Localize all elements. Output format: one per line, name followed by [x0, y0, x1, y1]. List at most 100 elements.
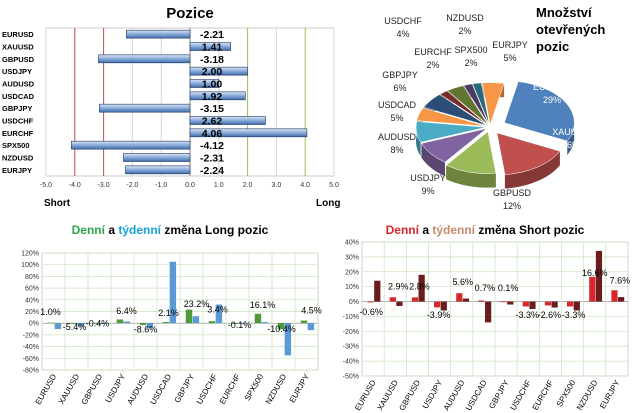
- bar: [389, 297, 396, 302]
- category-label: USDJPY: [104, 372, 128, 404]
- y-tick-label: 80%: [25, 274, 39, 281]
- pie-percent: 5%: [503, 53, 516, 63]
- pie-slice: [472, 82, 490, 125]
- category-label: GBPJPY: [487, 378, 511, 410]
- category-label: USDCHF: [195, 372, 220, 405]
- pie-slice: [481, 82, 505, 126]
- bar: [277, 323, 285, 330]
- long-change-chart: 120%100%80%60%40%20%0%-20%-40%-60%-80%EU…: [21, 251, 322, 407]
- pie-title-line-3: pozic: [536, 39, 569, 54]
- bar: [123, 321, 131, 324]
- bar: [208, 321, 216, 324]
- y-tick-label: 0%: [349, 299, 359, 306]
- category-label: USDCAD: [149, 372, 174, 406]
- pie-percent: 2%: [464, 58, 477, 68]
- bar: [478, 300, 485, 302]
- category-label: GBPUSD: [397, 378, 422, 412]
- data-label: 16.6%: [582, 268, 608, 278]
- bar: [589, 276, 596, 302]
- y-tick-label: -30%: [343, 344, 359, 351]
- data-label: 4.06: [202, 128, 223, 140]
- long-title-part-4: změna Long pozic: [161, 223, 269, 237]
- short-title-part-4: změna Short pozic: [475, 223, 585, 237]
- pie-slice: [463, 83, 490, 125]
- pie-label: USDCHF: [384, 16, 422, 26]
- bar: [189, 42, 231, 51]
- bar: [215, 304, 223, 324]
- bar: [544, 301, 552, 306]
- long-title-part-3: týdenní: [118, 223, 161, 237]
- pie-slice: [439, 90, 488, 126]
- data-label: -3.3%: [562, 310, 586, 320]
- bar: [374, 280, 381, 302]
- bar: [70, 323, 78, 324]
- y-tick-label: 40%: [25, 297, 39, 304]
- pie-slice: [416, 107, 487, 127]
- y-tick-label: 100%: [21, 262, 39, 269]
- y-tick-label: 60%: [25, 286, 39, 293]
- data-label: 2.62: [202, 116, 223, 128]
- pie-side: [416, 121, 421, 157]
- data-label: -3.3%: [515, 310, 539, 320]
- bar: [254, 313, 262, 324]
- bar: [192, 316, 200, 324]
- bar: [367, 301, 374, 303]
- category-label: XAUUSD: [2, 43, 34, 52]
- y-tick-label: -10%: [343, 314, 359, 321]
- bar: [126, 29, 191, 39]
- data-label: 23.2%: [184, 299, 210, 309]
- category-label: EURJPY: [2, 166, 32, 175]
- x-tick-label: -5.0: [40, 182, 52, 189]
- data-label: -4.12: [200, 140, 224, 152]
- data-label: 0.7%: [475, 283, 496, 293]
- pie-title-line-1: Množství: [536, 5, 592, 20]
- category-label: EURUSD: [2, 30, 34, 39]
- pie-slice: [421, 128, 487, 163]
- y-tick-label: -40%: [343, 359, 359, 366]
- short-title-part-3: týdenní: [432, 223, 475, 237]
- data-label: 1.00: [202, 79, 223, 91]
- bar: [77, 323, 85, 327]
- bar: [462, 298, 470, 302]
- bar: [116, 319, 124, 324]
- category-label: EURUSD: [34, 372, 59, 406]
- y-tick-label: -40%: [23, 344, 39, 351]
- category-label: NZDUSD: [264, 372, 289, 406]
- bar: [146, 323, 154, 329]
- bar: [500, 301, 507, 303]
- bar: [300, 320, 308, 324]
- bar: [411, 297, 419, 302]
- category-label: USDCHF: [509, 378, 534, 411]
- bar: [529, 301, 536, 309]
- pie-slice: [447, 85, 489, 126]
- bar: [189, 66, 248, 76]
- pie-slice: [504, 81, 575, 142]
- category-label: GBPUSD: [2, 55, 35, 64]
- data-label: 2.8%: [409, 282, 430, 292]
- y-tick-label: -20%: [23, 332, 39, 339]
- bar: [185, 309, 193, 324]
- pie-slice: [496, 132, 561, 175]
- data-label: -0.4%: [86, 319, 110, 329]
- x-tick-label: -2.0: [126, 182, 138, 189]
- long-change-title: Denní a týdenní změna Long pozic: [72, 223, 269, 237]
- x-tick-label: 0.0: [185, 182, 195, 189]
- data-label: -3.18: [200, 54, 224, 66]
- bar: [595, 250, 603, 302]
- pie-label: USDJPY: [410, 173, 446, 183]
- open-positions-pie: EURUSD 29% XAUUSD 16% GBPUSD 12% USDJPY 9% AUDUS…: [378, 13, 590, 211]
- data-label: 2.1%: [158, 308, 179, 318]
- bar: [551, 301, 558, 308]
- pie-label: GBPUSD: [493, 188, 532, 198]
- y-tick-label: 20%: [345, 269, 359, 276]
- pie-label: XAUUSD: [552, 127, 590, 137]
- x-tick-label: 2.0: [243, 182, 253, 189]
- bar: [440, 301, 447, 311]
- data-label: 7.6%: [610, 276, 631, 286]
- category-label: XAUUSD: [376, 378, 401, 412]
- data-label: 3.4%: [207, 305, 228, 315]
- data-label: 1.92: [202, 91, 223, 103]
- pie-label: EURJPY: [492, 40, 528, 50]
- y-tick-label: -20%: [343, 329, 359, 336]
